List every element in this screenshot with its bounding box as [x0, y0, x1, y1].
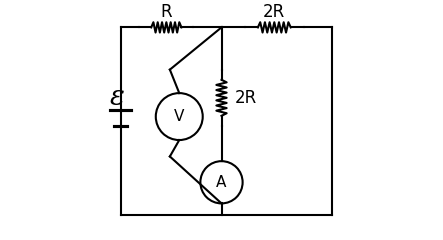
Text: V: V	[174, 109, 184, 124]
Text: 2R: 2R	[263, 3, 285, 21]
Text: ε: ε	[110, 84, 125, 111]
Text: 2R: 2R	[234, 89, 256, 107]
Text: R: R	[160, 3, 172, 21]
Text: A: A	[216, 175, 227, 190]
